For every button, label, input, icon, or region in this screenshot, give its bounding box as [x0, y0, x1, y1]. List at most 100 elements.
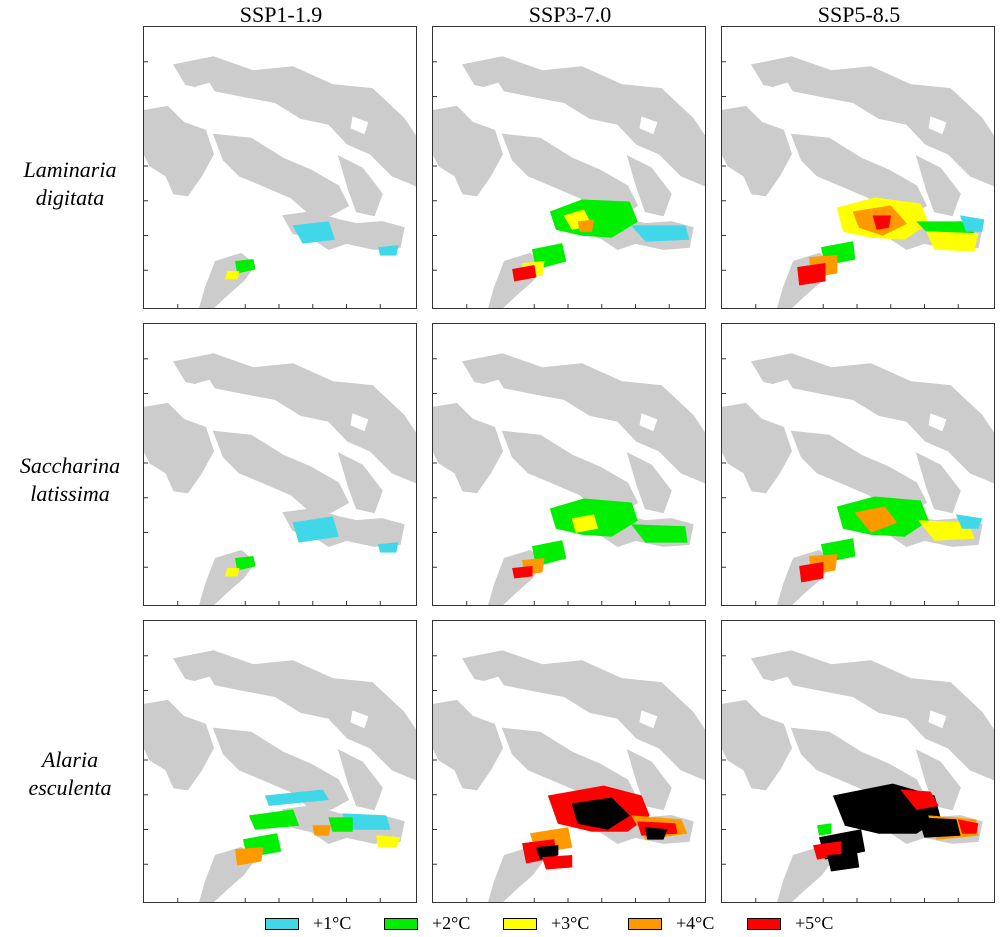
warming-area [955, 514, 983, 529]
land-shape [172, 56, 416, 187]
lake-shape [484, 676, 505, 693]
map-panel-r2-c0 [143, 620, 417, 903]
warming-area [248, 809, 300, 830]
legend: +1°C +2°C +3°C +4°C +5°C [260, 913, 840, 934]
lake-shape [928, 710, 947, 729]
warming-area [225, 270, 240, 280]
warming-area [571, 514, 599, 533]
warming-area [918, 520, 975, 541]
land-shape [915, 155, 961, 217]
lake-shape [639, 413, 658, 432]
land-shape [461, 56, 705, 187]
map-svg [433, 353, 705, 605]
lake-shape [484, 82, 505, 99]
lost-range-area [826, 853, 860, 872]
land-shape [212, 133, 350, 217]
land-shape [144, 699, 215, 791]
map-svg [722, 353, 994, 605]
land-shape [915, 749, 961, 811]
legend-swatch [747, 918, 781, 930]
land-shape [461, 353, 705, 484]
map-panel-r0-c1 [432, 26, 706, 309]
land-shape [750, 56, 994, 187]
map-svg [144, 353, 416, 605]
land-shape [915, 452, 961, 514]
land-shape [461, 650, 705, 781]
legend-swatch [384, 918, 418, 930]
row-label-saccharina-latissima: Saccharina latissima [0, 452, 140, 508]
land-shape [172, 650, 416, 781]
row-label-line2: digitata [35, 185, 105, 210]
map-svg [722, 650, 994, 902]
map-svg [144, 56, 416, 308]
warming-area [577, 219, 595, 232]
land-shape [337, 155, 383, 217]
land-shape [433, 105, 504, 197]
map-svg [433, 650, 705, 902]
lake-shape [928, 116, 947, 135]
warming-area [959, 215, 985, 232]
lake-shape [350, 116, 369, 135]
warming-area [377, 542, 399, 553]
row-label-line1: Alaria [41, 747, 99, 772]
column-title-ssp3-7-0: SSP3-7.0 [528, 2, 612, 27]
land-shape [626, 452, 672, 514]
warming-area [854, 506, 898, 533]
warming-area [235, 259, 256, 274]
legend-label: +4°C [676, 913, 715, 933]
land-shape [722, 402, 793, 494]
warming-area [235, 847, 264, 866]
lost-range-area [535, 845, 559, 860]
land-shape [750, 650, 994, 781]
warming-area [312, 825, 331, 836]
land-shape [212, 727, 350, 811]
row-label-line1: Laminaria [23, 157, 117, 182]
warming-area [328, 817, 353, 832]
column-title-ssp5-8-5: SSP5-8.5 [817, 2, 901, 27]
legend-swatch [265, 918, 299, 930]
lake-shape [484, 379, 505, 396]
warming-area [225, 567, 240, 577]
land-shape [626, 155, 672, 217]
land-shape [501, 430, 639, 514]
map-panel-r2-c2 [721, 620, 995, 903]
warming-area [957, 819, 979, 834]
warming-area [797, 263, 826, 286]
warming-area [375, 835, 401, 848]
land-shape [144, 105, 215, 197]
map-panel-r0-c0 [143, 26, 417, 309]
map-panel-r2-c1 [432, 620, 706, 903]
row-label-alaria-esculenta: Alaria esculenta [0, 746, 140, 802]
column-title-ssp1-1-9: SSP1-1.9 [239, 2, 323, 27]
lake-shape [928, 413, 947, 432]
map-svg [433, 56, 705, 308]
map-panel-r1-c0 [143, 323, 417, 606]
lake-shape [195, 379, 216, 396]
lost-range-area [645, 827, 668, 840]
map-panel-r0-c2 [721, 26, 995, 309]
warming-area [512, 264, 537, 282]
land-shape [337, 452, 383, 514]
map-svg [722, 56, 994, 308]
land-shape [144, 402, 215, 494]
warming-area [631, 524, 688, 543]
warming-area [292, 221, 335, 244]
warming-area [799, 561, 824, 583]
legend-swatch [628, 918, 662, 930]
warming-area [292, 516, 339, 543]
lost-range-area [571, 797, 630, 830]
lake-shape [773, 82, 794, 99]
map-panel-r1-c1 [432, 323, 706, 606]
land-shape [750, 353, 994, 484]
land-shape [337, 749, 383, 811]
row-label-line2: latissima [30, 481, 110, 506]
warming-area [872, 215, 892, 230]
land-shape [722, 105, 793, 197]
land-shape [172, 353, 416, 484]
warming-area [512, 565, 533, 579]
map-svg [144, 650, 416, 902]
land-shape [626, 749, 672, 811]
warming-area [235, 556, 256, 571]
lake-shape [639, 710, 658, 729]
land-shape [433, 699, 504, 791]
